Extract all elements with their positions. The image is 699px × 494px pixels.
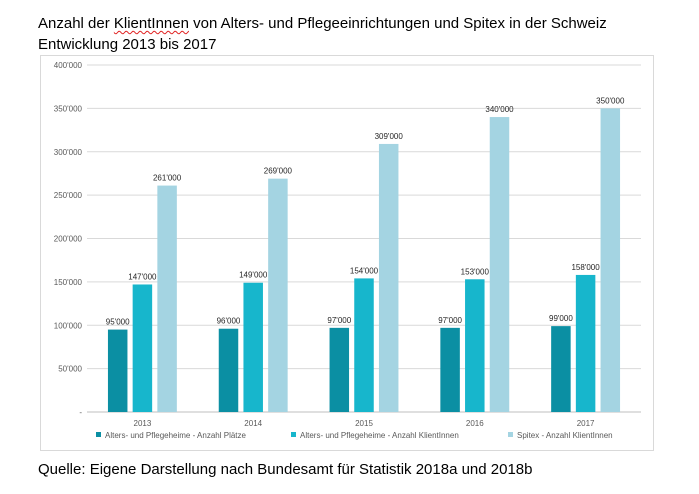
bar-2017-series-1 (575, 274, 596, 412)
bar-2016-series-1 (465, 279, 485, 412)
legend-label-0: Alters- und Pflegeheime - Anzahl Plätze (105, 431, 247, 440)
bar-2015-series-0 (329, 327, 350, 412)
data-label-2015-series-1: 154'000 (350, 266, 379, 275)
data-label-2013-series-1: 147'000 (128, 272, 157, 281)
title-suffix: von Alters- und Pflegeeinrichtungen und … (188, 15, 607, 32)
bar-2014-series-2 (268, 178, 288, 412)
source-note: Quelle: Eigene Darstellung nach Bundesam… (38, 461, 533, 478)
title-flagged-word: KlientInnen (113, 15, 189, 32)
y-tick-label-1: 50'000 (58, 365, 82, 374)
data-label-2013-series-0: 95'000 (106, 318, 130, 327)
bar-2013-series-2 (157, 185, 177, 412)
data-label-2013-series-2: 261'000 (153, 174, 182, 183)
chart-title-block: Anzahl der KlientInnen von Alters- und P… (38, 13, 607, 55)
bar-2013-series-1 (132, 284, 153, 412)
bar-2016-series-0 (440, 327, 460, 412)
x-tick-label-0: 2013 (134, 419, 152, 428)
bar-2015-series-1 (354, 278, 374, 412)
bar-2017-series-0 (551, 326, 571, 412)
data-label-2015-series-2: 309'000 (375, 132, 404, 141)
title-prefix: Anzahl der (38, 15, 114, 32)
x-tick-label-2: 2015 (355, 419, 373, 428)
y-tick-label-2: 100'000 (54, 321, 83, 330)
y-tick-label-7: 350'000 (54, 104, 83, 113)
y-tick-label-3: 150'000 (54, 278, 83, 287)
x-tick-label-3: 2016 (466, 419, 484, 428)
legend-swatch-0 (96, 432, 101, 437)
data-label-2017-series-0: 99'000 (549, 314, 573, 323)
chart-frame: - 50'000 100'000 150'000 200'000 250'000 300'0… (40, 55, 654, 451)
legend-label-2: Spitex - Anzahl KlientInnen (517, 431, 613, 440)
y-tick-label-8: 400'000 (54, 61, 83, 70)
x-tick-label-1: 2014 (244, 419, 262, 428)
y-tick-label-5: 250'000 (54, 191, 83, 200)
legend-label-1: Alters- und Pflegeheime - Anzahl KlientI… (300, 431, 459, 440)
bar-2016-series-2 (489, 117, 510, 413)
data-label-2015-series-0: 97'000 (327, 316, 351, 325)
bar-2015-series-2 (378, 143, 399, 412)
data-label-2017-series-2: 350'000 (596, 96, 625, 105)
bar-2014-series-0 (218, 328, 239, 412)
bar-2014-series-1 (243, 282, 263, 412)
y-tick-label-0: - (79, 408, 82, 417)
data-label-2016-series-1: 153'000 (461, 267, 490, 276)
legend-swatch-2 (508, 432, 513, 437)
x-tick-label-4: 2017 (577, 419, 595, 428)
data-label-2014-series-2: 269'000 (264, 167, 293, 176)
data-label-2014-series-0: 96'000 (217, 317, 241, 326)
data-label-2016-series-2: 340'000 (485, 105, 514, 114)
data-label-2017-series-1: 158'000 (571, 263, 600, 272)
bar-2013-series-0 (107, 329, 128, 412)
y-tick-label-6: 300'000 (54, 148, 83, 157)
bar-2017-series-2 (600, 108, 621, 412)
data-label-2014-series-1: 149'000 (239, 271, 268, 280)
chart-subtitle: Entwicklung 2013 bis 2017 (38, 36, 217, 53)
chart-title: Anzahl der KlientInnen von Alters- und P… (38, 13, 607, 34)
data-label-2016-series-0: 97'000 (438, 316, 462, 325)
bar-chart: - 50'000 100'000 150'000 200'000 250'000 300'0… (54, 61, 641, 440)
legend-swatch-1 (291, 432, 296, 437)
y-tick-label-4: 200'000 (54, 235, 83, 244)
